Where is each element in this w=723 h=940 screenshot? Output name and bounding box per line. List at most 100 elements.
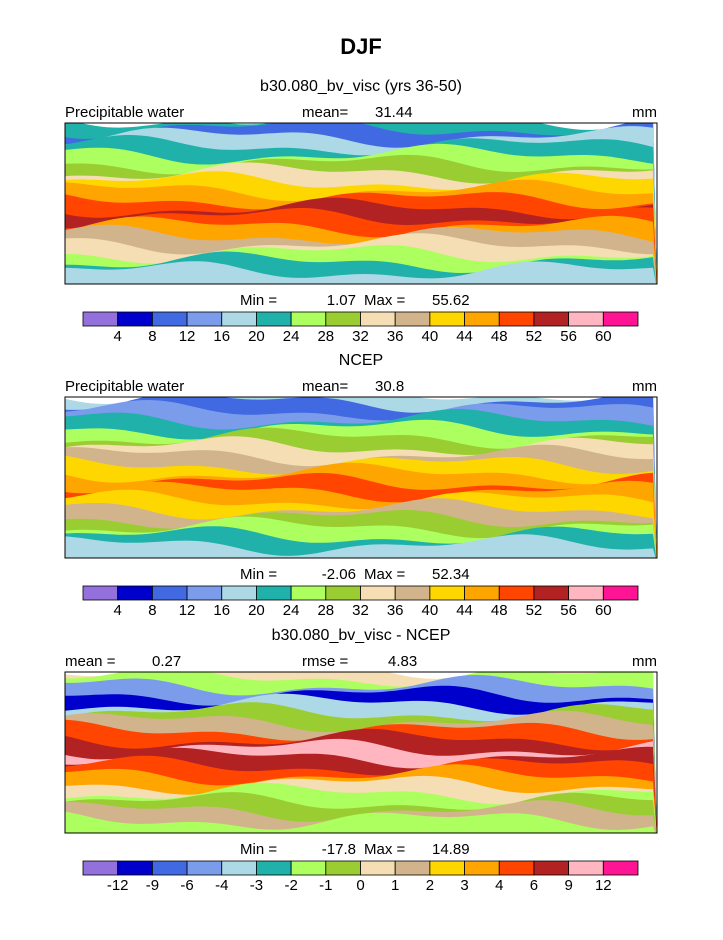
colorbar-box [360,585,396,601]
map [65,672,657,833]
colorbar-label: -1 [319,877,332,894]
colorbar-box [498,860,535,876]
colorbar-box [151,585,188,601]
colorbar-label: 4 [114,602,122,619]
colorbar-label: -6 [180,877,193,894]
stat-value: 0.27 [152,653,181,670]
min-label: Min = [240,292,277,309]
colorbar-box [394,860,431,876]
colorbar-label: 4 [114,328,122,345]
colorbar-box [394,585,431,601]
colorbar-box [533,585,570,601]
colorbar-box [429,585,465,601]
colorbar-box [429,860,465,876]
field-label: Precipitable water [65,104,184,121]
colorbar-label: 52 [526,328,543,345]
colorbar-label: 40 [422,602,439,619]
min-value: -17.8 [322,841,356,858]
units: mm [632,378,657,395]
colorbar-label: 6 [530,877,538,894]
colorbar-box [221,585,257,601]
contour-fill [65,261,657,284]
colorbar-box [221,311,257,327]
colorbar-box [151,311,188,327]
colorbar-label: 8 [148,328,156,345]
colorbar-label: 3 [460,877,468,894]
colorbar-label: 12 [179,602,196,619]
colorbar-box [82,860,119,876]
figure-title: DJF [340,34,382,59]
colorbar-box [82,311,119,327]
colorbar-label: 36 [387,328,404,345]
colorbar-box [290,860,327,876]
colorbar-box [186,311,223,327]
colorbar-box [117,860,153,876]
stat-label: mean = [65,653,116,670]
colorbar-label: -12 [107,877,129,894]
colorbar-box [533,860,570,876]
colorbar-label: 52 [526,602,543,619]
colorbar-box [221,860,257,876]
colorbar-label: 28 [317,328,334,345]
colorbar-label: 0 [356,877,364,894]
colorbar-box [498,311,535,327]
colorbar-box [464,311,500,327]
colorbar-label: -2 [284,877,297,894]
max-value: 14.89 [432,841,470,858]
colorbar-box [429,311,465,327]
colorbar-box [151,860,188,876]
colorbar-box [186,860,223,876]
panel-title: b30.080_bv_visc - NCEP [272,627,451,644]
stat-label: mean= [302,104,349,121]
colorbar-label: 1 [391,877,399,894]
colorbar-label: 16 [213,602,230,619]
colorbar-label: 12 [179,328,196,345]
colorbar-label: 56 [560,328,577,345]
colorbar-box [117,585,153,601]
colorbar-label: 20 [248,602,265,619]
contour-fill [65,534,656,558]
colorbar-box [568,860,604,876]
colorbar-label: 36 [387,602,404,619]
colorbar-box [498,585,535,601]
colorbar-box [464,585,500,601]
units: mm [632,653,657,670]
colorbar-box [394,311,431,327]
stat-value: 30.8 [375,378,404,395]
colorbar-label: 2 [426,877,434,894]
map-frame [64,396,658,559]
colorbar-box [325,311,361,327]
map [65,123,657,284]
colorbar-box [602,585,639,601]
colorbar-label: 8 [148,602,156,619]
map-frame [64,671,658,834]
colorbar-box [82,585,119,601]
colorbar-label: 40 [422,328,439,345]
panel-title: NCEP [339,352,383,369]
map-frame [64,122,658,285]
min-value: 1.07 [327,292,356,309]
min-label: Min = [240,841,277,858]
colorbar-label: -3 [250,877,263,894]
colorbar-label: 9 [564,877,572,894]
colorbar-box [325,585,361,601]
colorbar-label: -4 [215,877,228,894]
max-label: Max = [364,566,406,583]
colorbar-box [290,311,327,327]
field-label: Precipitable water [65,378,184,395]
stat-label: rmse = [302,653,349,670]
colorbar-box [533,311,570,327]
colorbar-label: 16 [213,328,230,345]
colorbar-label: 12 [595,877,612,894]
colorbar-label: 60 [595,328,612,345]
colorbar-label: -9 [146,877,159,894]
colorbar-box [360,860,396,876]
panel-title: b30.080_bv_visc (yrs 36-50) [260,78,462,95]
colorbar-box [602,860,639,876]
colorbar-label: 4 [495,877,503,894]
units: mm [632,104,657,121]
colorbar-label: 28 [317,602,334,619]
min-label: Min = [240,566,277,583]
colorbar-box [117,311,153,327]
map [65,397,657,558]
